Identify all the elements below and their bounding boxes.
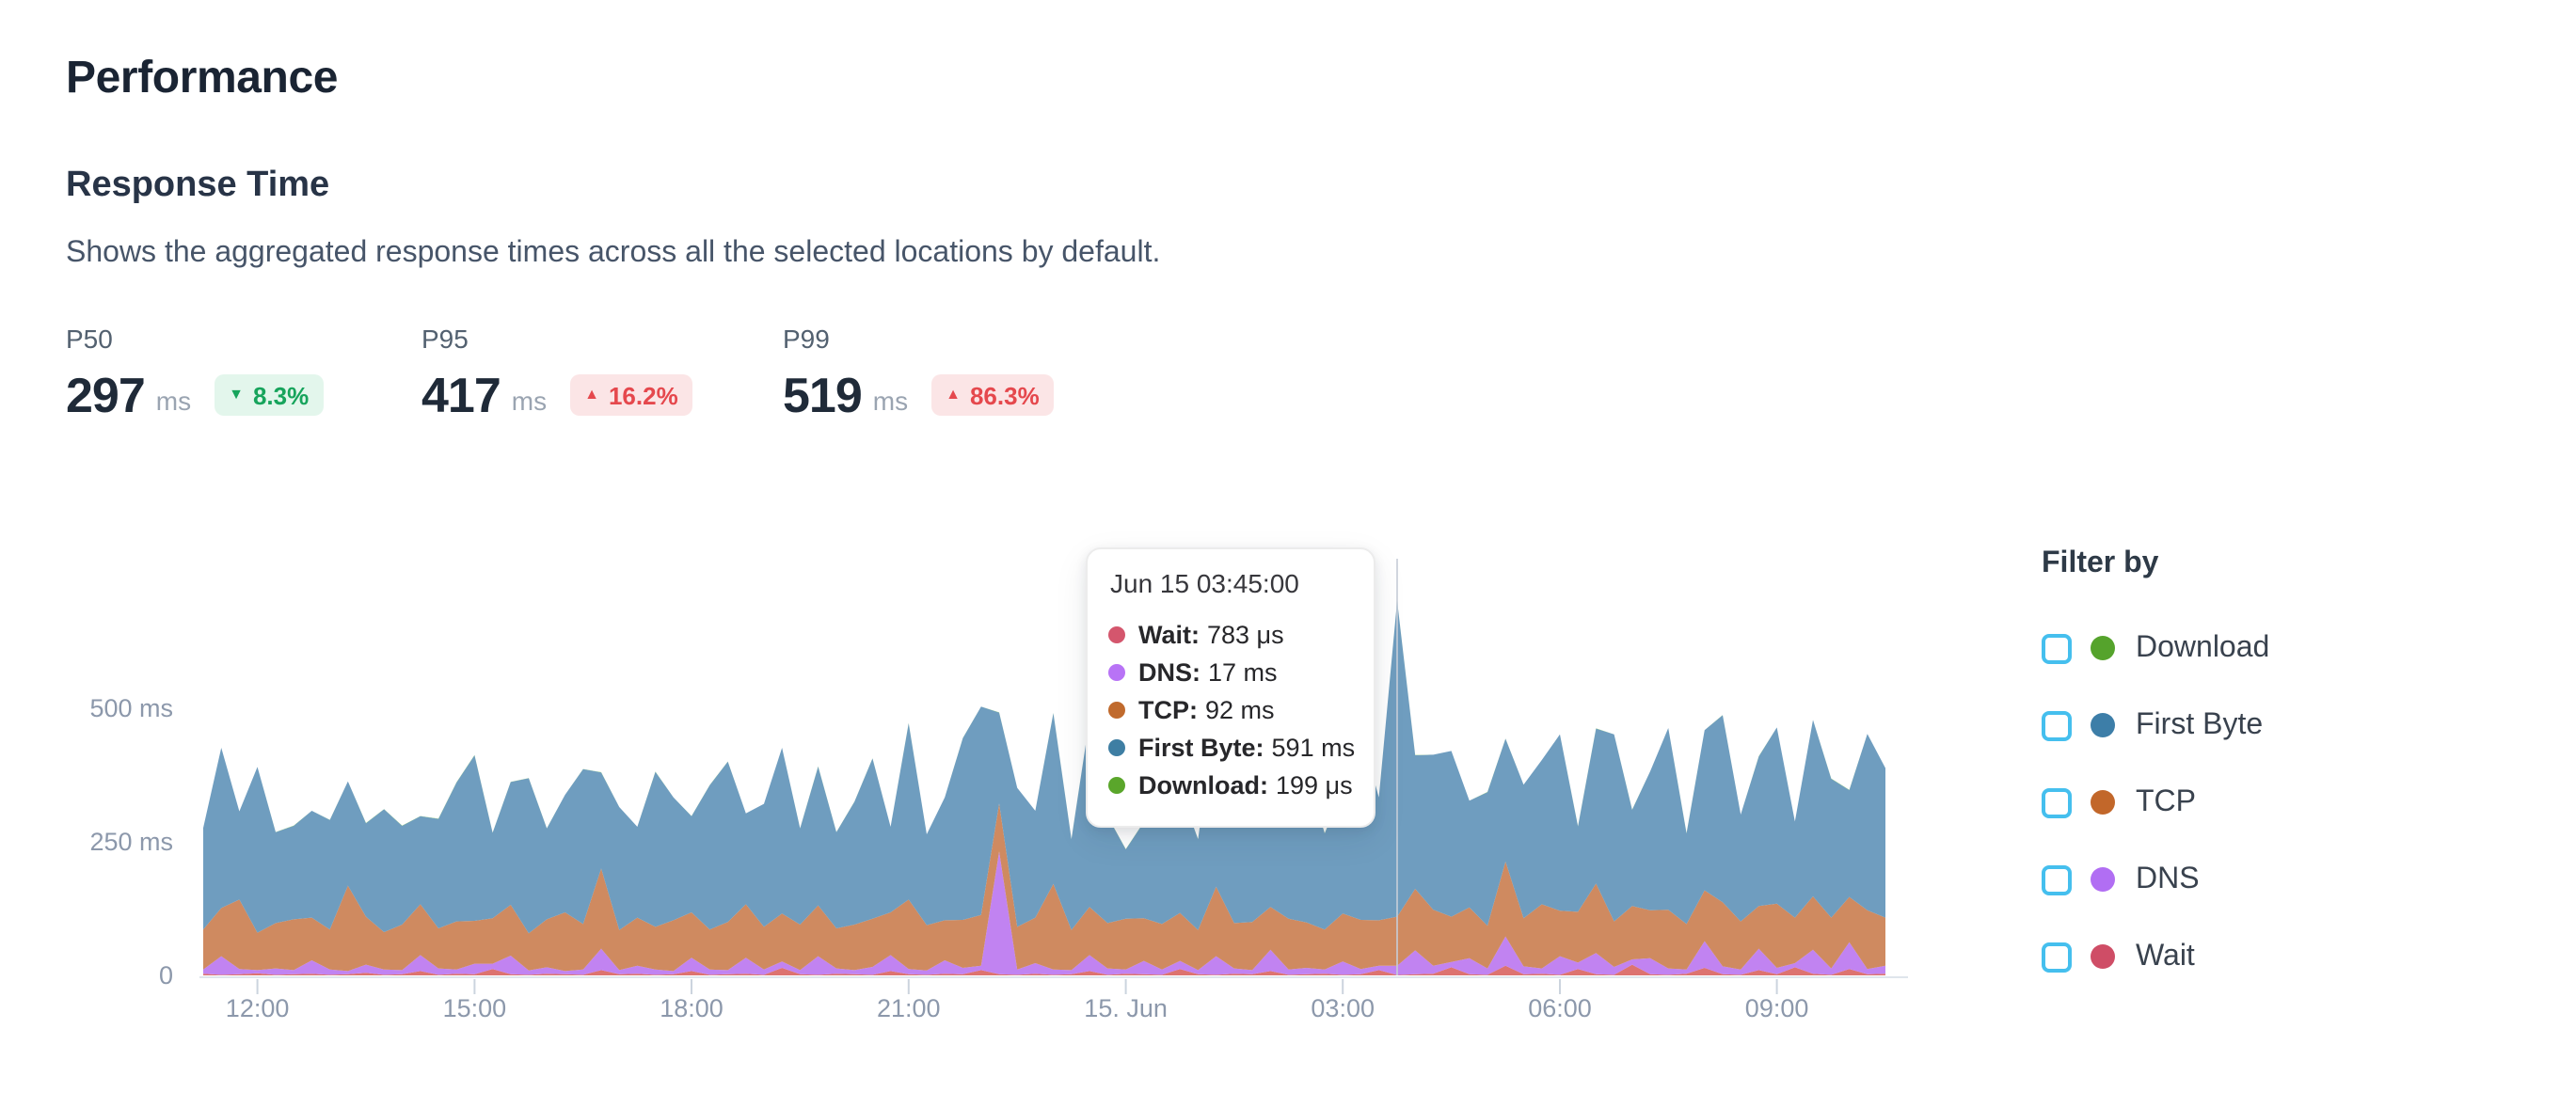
filter-panel: Filter by Download First Byte TCP DNS [2042, 547, 2512, 995]
metric-delta-badge: ▼ 8.3% [214, 374, 325, 416]
trend-down-icon: ▼ [229, 385, 244, 402]
section-description: Shows the aggregated response times acro… [66, 237, 1161, 269]
download-checkbox[interactable] [2042, 633, 2072, 663]
area-first-byte [203, 601, 1885, 934]
tooltip-row-value: 199 μs [1276, 770, 1353, 799]
metric-delta: 16.2% [608, 381, 678, 409]
tooltip-row-first-byte: First Byte: 591 ms [1108, 728, 1355, 766]
area-tcp [203, 803, 1885, 972]
tooltip-row-label: DNS: [1138, 657, 1201, 686]
metric-value: 297 [66, 367, 146, 423]
x-tick-label: 06:00 [1528, 994, 1592, 1022]
tooltip-row-label: First Byte: [1138, 733, 1264, 761]
first-byte-legend-dot [2091, 713, 2115, 737]
first-byte-checkbox[interactable] [2042, 710, 2072, 740]
trend-up-icon: ▲ [946, 385, 961, 402]
filter-item-first-byte[interactable]: First Byte [2042, 687, 2512, 764]
first-byte-series-dot [1108, 738, 1125, 755]
tooltip-row-label: TCP: [1138, 695, 1198, 723]
download-legend-dot [2091, 636, 2115, 660]
filter-list: Download First Byte TCP DNS Wait [2042, 609, 2512, 995]
x-tick-label: 09:00 [1745, 994, 1809, 1022]
filter-item-dns[interactable]: DNS [2042, 841, 2512, 918]
metric-unit: ms [511, 386, 548, 416]
dns-legend-dot [2091, 867, 2115, 892]
x-tick-label: 03:00 [1311, 994, 1375, 1022]
tooltip-row-label: Download: [1138, 770, 1268, 799]
metric-unit: ms [872, 386, 909, 416]
area-dns [203, 851, 1885, 975]
filter-item-download[interactable]: Download [2042, 609, 2512, 687]
tooltip-row-value: 783 μs [1207, 620, 1284, 648]
filter-item-label: DNS [2136, 863, 2200, 894]
metric-delta-badge: ▲ 86.3% [930, 374, 1055, 416]
metric-unit: ms [155, 386, 192, 416]
tcp-series-dot [1108, 701, 1125, 718]
filter-item-label: Download [2136, 631, 2270, 663]
x-tick-label: 18:00 [660, 994, 724, 1022]
filter-title: Filter by [2042, 547, 2159, 579]
wait-checkbox[interactable] [2042, 942, 2072, 972]
page-title: Performance [66, 53, 339, 103]
tooltip-row-value: 92 ms [1205, 695, 1275, 723]
x-tick-label: 21:00 [877, 994, 941, 1022]
tooltip-row-tcp: TCP: 92 ms [1108, 690, 1355, 728]
metric-label: P50 [66, 324, 113, 354]
chart-tooltip: Jun 15 03:45:00 Wait: 783 μs DNS: 17 ms … [1086, 547, 1375, 828]
x-tick-label: 15. Jun [1084, 994, 1168, 1022]
area-wait [203, 964, 1885, 975]
metric-value: 519 [783, 367, 863, 423]
tcp-checkbox[interactable] [2042, 787, 2072, 817]
trend-up-icon: ▲ [584, 385, 599, 402]
percentile-metrics: P50 297 ms ▼ 8.3% P95 417 ms ▲ 16.2% [66, 324, 1138, 419]
filter-item-tcp[interactable]: TCP [2042, 764, 2512, 841]
filter-item-wait[interactable]: Wait [2042, 918, 2512, 995]
filter-item-label: TCP [2136, 785, 2196, 817]
tooltip-row-value: 591 ms [1271, 733, 1356, 761]
tooltip-title: Jun 15 03:45:00 [1110, 568, 1299, 598]
x-tick-label: 15:00 [443, 994, 507, 1022]
tooltip-row-value: 17 ms [1208, 657, 1278, 686]
tooltip-row-dns: DNS: 17 ms [1108, 653, 1355, 690]
metric-p50: P50 297 ms ▼ 8.3% [66, 324, 421, 419]
x-tick-label: 12:00 [226, 994, 290, 1022]
y-tick-label: 250 ms [89, 828, 173, 856]
tooltip-row-label: Wait: [1138, 620, 1200, 648]
wait-series-dot [1108, 625, 1125, 642]
metric-delta: 86.3% [969, 381, 1040, 409]
y-tick-label: 0 [159, 961, 173, 989]
tcp-legend-dot [2091, 790, 2115, 815]
metric-delta: 8.3% [252, 381, 310, 409]
dns-checkbox[interactable] [2042, 864, 2072, 894]
metric-delta-badge: ▲ 16.2% [569, 374, 693, 416]
filter-item-label: First Byte [2136, 708, 2264, 740]
dns-series-dot [1108, 663, 1125, 680]
metric-p99: P99 519 ms ▲ 86.3% [783, 324, 1138, 419]
filter-item-label: Wait [2136, 940, 2195, 972]
y-tick-label: 500 ms [89, 694, 173, 722]
section-title: Response Time [66, 166, 330, 205]
tooltip-row-wait: Wait: 783 μs [1108, 615, 1355, 653]
tooltip-row-download: Download: 199 μs [1108, 766, 1355, 803]
metric-label: P95 [421, 324, 469, 354]
download-series-dot [1108, 776, 1125, 793]
wait-legend-dot [2091, 944, 2115, 969]
metric-label: P99 [783, 324, 830, 354]
metric-value: 417 [421, 367, 501, 423]
metric-p95: P95 417 ms ▲ 16.2% [421, 324, 783, 419]
